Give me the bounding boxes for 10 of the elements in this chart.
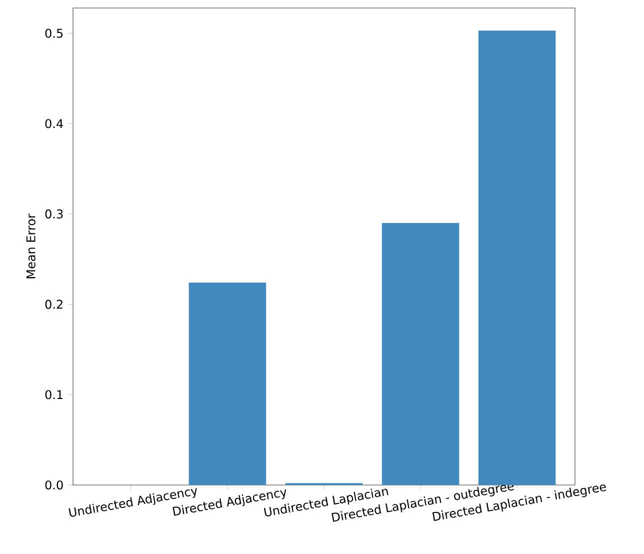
- bar: [382, 223, 460, 485]
- y-tick-label: 0.5: [45, 28, 63, 38]
- y-tick-label: 0.4: [45, 119, 63, 128]
- y-tick-label: 0.3: [45, 209, 63, 219]
- y-tick-label: 0.1: [45, 390, 63, 400]
- bar: [188, 282, 266, 485]
- y-tick-label: 0.0: [45, 480, 63, 490]
- y-tick-label: 0.2: [45, 300, 62, 309]
- bar: [478, 30, 556, 485]
- y-axis-title: Mean Error: [26, 214, 36, 278]
